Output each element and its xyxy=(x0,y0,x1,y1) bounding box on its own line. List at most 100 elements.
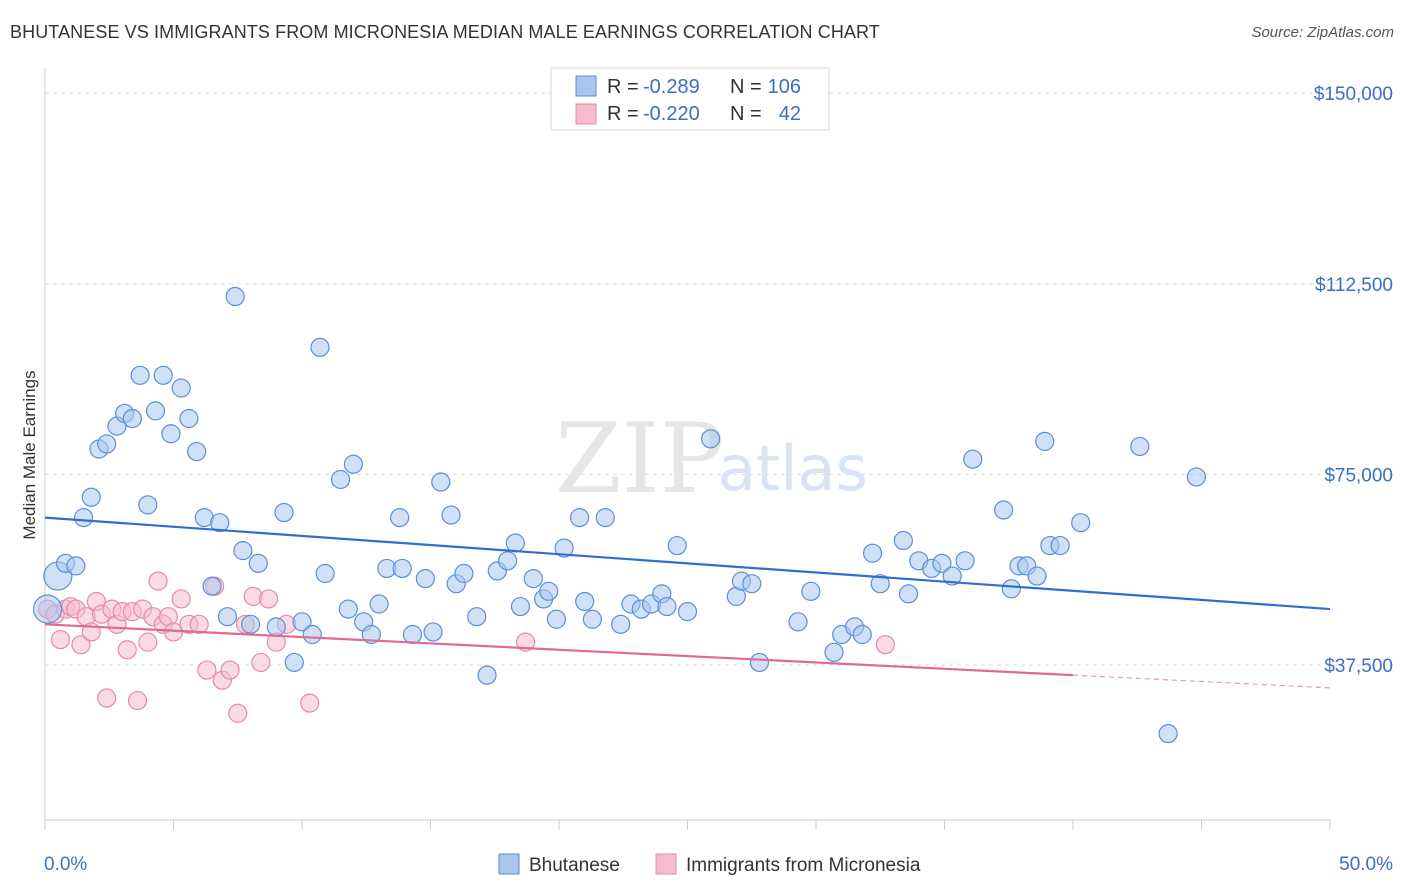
bhutanese-point-91 xyxy=(942,566,962,586)
trend-line-bhutanese xyxy=(44,516,1331,611)
bhutanese-point-49 xyxy=(454,563,474,584)
bhutanese-point-58 xyxy=(539,581,559,601)
bhutanese-point-84 xyxy=(862,543,883,563)
y-tick-labels: $37,500 $75,000 $112,500 $150,000 xyxy=(1314,84,1393,677)
bhutanese-point-70 xyxy=(657,596,677,617)
micronesia-point-21 xyxy=(148,571,168,591)
stats-box: R = -0.289 N = 106 R = -0.220 N = 42 xyxy=(550,67,830,131)
bhutanese-point-34 xyxy=(330,469,351,490)
bhutanese-point-30 xyxy=(292,612,312,632)
bhutanese-point-92 xyxy=(955,551,975,571)
bhutanese-point-63 xyxy=(582,609,603,629)
micronesia-point-17 xyxy=(127,690,148,711)
bhutanese-point-47 xyxy=(441,505,461,525)
stats-r-value-1: -0.289 xyxy=(643,76,700,98)
bhutanese-point-77 xyxy=(749,652,770,673)
bhutanese-point-101 xyxy=(1050,535,1070,556)
y-axis-label: Median Male Earnings xyxy=(20,370,39,539)
bhutanese-point-36 xyxy=(343,454,363,474)
micronesia-point-36 xyxy=(258,589,279,609)
bhutanese-point-87 xyxy=(898,584,919,604)
bhutanese-point-102 xyxy=(1071,513,1091,533)
bhutanese-point-104 xyxy=(1158,724,1178,744)
bhutanese-point-15 xyxy=(161,424,181,444)
bhutanese-point-105 xyxy=(1186,467,1206,487)
micronesia-point-19 xyxy=(138,632,158,652)
stats-r-label-2: R = xyxy=(607,103,639,125)
bhutanese-point-95 xyxy=(1001,579,1021,599)
micronesia-point-15 xyxy=(117,640,137,660)
micronesia-point-32 xyxy=(228,703,248,723)
bhutanese-point-83 xyxy=(852,624,872,645)
bhutanese-point-10 xyxy=(122,408,142,429)
bhutanese-point-93 xyxy=(963,449,983,469)
micronesia-point-35 xyxy=(251,652,271,673)
bhutanese-point-5 xyxy=(81,487,101,507)
micronesia-point-40 xyxy=(515,632,536,652)
source-attribution: Source: ZipAtlas.com xyxy=(1251,24,1394,41)
series-bhutanese-points xyxy=(32,286,1206,744)
bhutanese-point-41 xyxy=(390,508,410,528)
bhutanese-point-20 xyxy=(202,576,222,596)
bhutanese-point-4 xyxy=(73,508,94,528)
bhutanese-point-50 xyxy=(467,607,487,627)
bhutanese-point-76 xyxy=(742,574,762,594)
bhutanese-point-72 xyxy=(677,602,698,622)
bhutanese-point-79 xyxy=(801,581,821,601)
bhutanese-point-28 xyxy=(274,502,294,523)
stats-box-frame xyxy=(550,67,830,131)
x-tick-label-min: 0.0% xyxy=(44,854,87,875)
bhutanese-point-55 xyxy=(510,596,531,617)
bhutanese-point-42 xyxy=(392,558,412,579)
bhutanese-point-46 xyxy=(431,472,451,492)
stats-swatch-blue xyxy=(575,75,597,97)
legend-swatch-bhutanese xyxy=(498,853,520,875)
bhutanese-point-78 xyxy=(788,612,808,632)
bhutanese-point-71 xyxy=(667,535,687,556)
stats-n-value-1: 106 xyxy=(768,76,801,98)
bhutanese-point-59 xyxy=(546,609,567,629)
micronesia-point-27 xyxy=(189,614,209,634)
bhutanese-point-12 xyxy=(138,495,158,515)
grid-lines xyxy=(45,92,1395,666)
stats-n-label-1: N = xyxy=(730,76,762,98)
legend-label-bhutanese: Bhutanese xyxy=(529,855,620,876)
micronesia-point-28 xyxy=(197,660,217,680)
bhutanese-point-73 xyxy=(701,429,721,449)
bhutanese-point-54 xyxy=(505,533,525,553)
bhutanese-point-29 xyxy=(284,652,304,673)
y-tick-label-0: $37,500 xyxy=(1324,656,1393,677)
watermark: ZIP atlas xyxy=(555,403,868,515)
x-tick-label-max: 50.0% xyxy=(1339,854,1393,875)
bhutanese-point-65 xyxy=(611,614,631,634)
bhutanese-point-31 xyxy=(302,624,322,645)
axes xyxy=(44,68,1331,830)
bhutanese-point-7 xyxy=(97,434,117,454)
bhutanese-point-39 xyxy=(369,594,389,614)
bhutanese-point-11 xyxy=(130,365,150,385)
bhutanese-point-35 xyxy=(338,599,358,619)
stats-n-label-2: N = xyxy=(730,103,762,125)
y-tick-label-3: $150,000 xyxy=(1314,84,1393,105)
legend-label-micronesia: Immigrants from Micronesia xyxy=(686,855,921,876)
bhutanese-point-18 xyxy=(187,441,207,462)
bhutanese-point-32 xyxy=(310,337,330,357)
legend-swatch-micronesia xyxy=(655,853,677,875)
trend-lines xyxy=(44,516,1331,689)
bhutanese-point-24 xyxy=(233,541,253,561)
bhutanese-point-85 xyxy=(870,574,890,594)
bhutanese-point-21 xyxy=(210,513,230,533)
bhutanese-point-16 xyxy=(171,378,191,398)
bhutanese-point-45 xyxy=(423,622,443,642)
bhutanese-point-44 xyxy=(415,568,435,589)
bhutanese-point-61 xyxy=(569,508,590,528)
bhutanese-point-64 xyxy=(595,508,615,528)
bhutanese-point-43 xyxy=(402,624,423,645)
watermark-atlas: atlas xyxy=(718,432,868,505)
bhutanese-point-98 xyxy=(1027,566,1047,586)
legend: Bhutanese Immigrants from Micronesia xyxy=(498,853,921,876)
micronesia-point-41 xyxy=(875,635,895,655)
stats-r-label-1: R = xyxy=(607,76,639,98)
bhutanese-point-38 xyxy=(361,624,381,645)
